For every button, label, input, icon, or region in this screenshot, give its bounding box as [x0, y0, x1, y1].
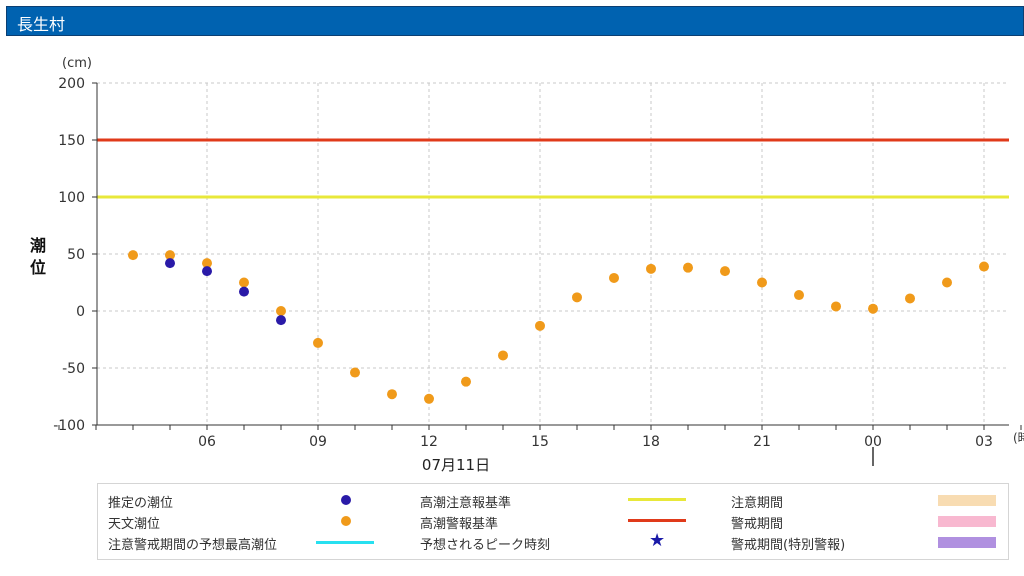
astronomical-tide-point	[498, 350, 508, 361]
legend-warning-std-label: 高潮警報基準	[420, 517, 499, 532]
x-tick-label: 12	[420, 434, 438, 450]
astronomical-tide-point	[979, 261, 989, 272]
astronomical-tide-point	[350, 367, 360, 378]
legend-caution-std-line	[628, 498, 686, 501]
page-title: 長生村	[17, 15, 66, 34]
astronomical-tide-point	[757, 277, 767, 288]
title-bar: 長生村	[6, 6, 1024, 36]
legend-warning-period-swatch	[938, 516, 996, 527]
y-tick-label: -100	[53, 418, 85, 434]
astronomical-tide-point	[905, 293, 915, 304]
astronomical-tide-point	[239, 277, 249, 288]
legend-astronomical-label: 天文潮位	[108, 517, 161, 532]
estimated-tide-point	[239, 286, 249, 297]
tide-chart: 200 150 100 50 0 -50 -100 06 09 12 15 18 21 00 03 (時 07月…	[30, 56, 1024, 474]
astronomical-tide-point	[535, 320, 545, 331]
legend-caution-std-label: 高潮注意報基準	[420, 496, 512, 511]
star-icon: ★	[649, 530, 666, 551]
y-tick-label: 200	[58, 76, 85, 92]
astronomical-tide-point	[683, 262, 693, 273]
legend-estimated-marker	[341, 495, 351, 505]
y-tick-label: 150	[58, 133, 85, 149]
y-unit-label: (cm)	[62, 56, 92, 71]
astronomical-tide-point	[165, 250, 175, 261]
legend-warning-period-label: 警戒期間	[731, 517, 784, 532]
astronomical-tide-point	[720, 266, 730, 277]
astronomical-tide-point	[794, 290, 804, 301]
astronomical-tide-point	[646, 263, 656, 274]
x-tick-label: 03	[975, 434, 993, 450]
legend-max-tide-label: 注意警戒期間の予想最高潮位	[108, 538, 278, 553]
astronomical-tide-point	[609, 272, 619, 283]
astronomical-tide-point	[128, 250, 138, 261]
x-tick-label: 15	[531, 434, 549, 450]
legend-special-period-swatch	[938, 537, 996, 548]
astronomical-tide-point	[572, 292, 582, 303]
legend-peak-time-label: 予想されるピーク時刻	[420, 538, 551, 553]
y-tick-label: 50	[67, 247, 85, 263]
legend-warning-std-line	[628, 519, 686, 522]
y-axis-title-char: 位	[30, 258, 46, 277]
y-axis-title-char: 潮	[30, 236, 46, 255]
estimated-tide-point	[165, 258, 175, 269]
x-unit-label: (時	[1013, 431, 1024, 445]
y-tick-label: -50	[62, 361, 85, 377]
y-tick-label: 100	[58, 190, 85, 206]
legend-caution-period-swatch	[938, 495, 996, 506]
legend: 推定の潮位 天文潮位 注意警戒期間の予想最高潮位 高潮注意報基準 高潮警報基準 …	[97, 483, 1009, 560]
astronomical-tide-point	[868, 303, 878, 314]
astronomical-tide-point	[387, 389, 397, 400]
legend-caution-period-label: 注意期間	[731, 496, 784, 511]
x-tick-label: 06	[198, 434, 216, 450]
legend-astronomical-marker	[341, 516, 351, 526]
astronomical-tide-point	[313, 337, 323, 348]
legend-special-period-label: 警戒期間(特別警報)	[731, 538, 846, 553]
x-tick-label: 09	[309, 434, 327, 450]
estimated-tide-point	[276, 315, 286, 326]
x-tick-label: 18	[642, 434, 660, 450]
astronomical-tide-point	[461, 376, 471, 387]
legend-estimated-label: 推定の潮位	[108, 496, 174, 511]
y-tick-label: 0	[76, 304, 85, 320]
astronomical-tide-point	[276, 306, 286, 316]
astronomical-tide-point	[831, 301, 841, 312]
x-tick-label: 00	[864, 434, 882, 450]
legend-max-tide-line	[316, 541, 374, 544]
astronomical-tide-point	[202, 258, 212, 269]
estimated-tide-point	[202, 266, 212, 277]
x-tick-label: 21	[753, 434, 771, 450]
astronomical-tide-point	[424, 393, 434, 404]
astronomical-tide-point	[942, 277, 952, 288]
date-label: 07月11日	[422, 456, 490, 474]
